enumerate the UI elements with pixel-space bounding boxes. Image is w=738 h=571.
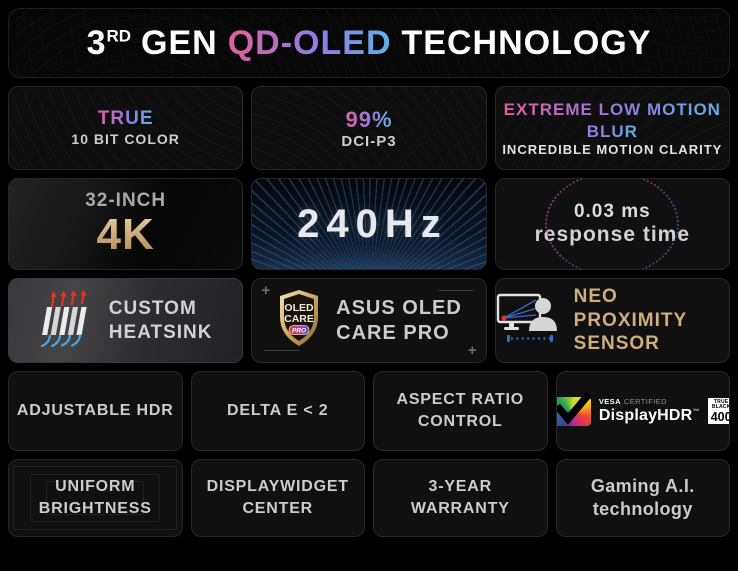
- motion-clarity-label: INCREDIBLE MOTION CLARITY: [502, 141, 723, 157]
- vesa-displayhdr-logo: VESA CERTIFIED DisplayHDR™ TRUE BLACK 400: [556, 391, 730, 426]
- heatsink-label: CUSTOM HEATSINK: [108, 297, 213, 343]
- vesa-label: VESA: [598, 397, 621, 406]
- tile-asus-oled-care-pro: + + OLED CARE: [251, 278, 487, 363]
- feature-row-extras: UNIFORM BRIGHTNESS DISPLAYWIDGET CENTER …: [8, 459, 730, 537]
- dci-coverage-value: 99%: [345, 106, 393, 132]
- svg-text:OLED: OLED: [285, 302, 315, 314]
- dotted-circle-decoration: [545, 179, 680, 269]
- oled-care-label: ASUS OLED CARE PRO: [336, 296, 462, 344]
- nested-rectangle-decoration: [30, 474, 161, 522]
- motion-blur-line1: EXTREME LOW MOTION: [503, 100, 721, 120]
- page-title: 3RD GEN QD-OLED TECHNOLOGY: [87, 24, 652, 63]
- tile-3-year-warranty: 3-YEAR WARRANTY: [373, 459, 548, 537]
- feature-row-display: 32-INCH 4K 240Hz 0.03 ms response time: [8, 178, 730, 270]
- vesa-rainbow-check-icon: [556, 391, 592, 426]
- tile-motion-blur: EXTREME LOW MOTION BLUR INCREDIBLE MOTIO…: [494, 86, 730, 170]
- motion-blur-line2: BLUR: [586, 121, 638, 141]
- aspect-ratio-line2: CONTROL: [417, 413, 503, 430]
- feature-row-care: CUSTOM HEATSINK + +: [8, 278, 730, 363]
- dci-p3-label: DCI-P3: [341, 132, 397, 150]
- tile-dci-p3: 99% DCI-P3: [251, 86, 487, 170]
- title-ordinal: RD: [106, 26, 132, 46]
- proximity-sensor-label: NEO PROXIMITY SENSOR: [573, 285, 688, 355]
- ten-bit-color-label: 10 BIT COLOR: [71, 131, 180, 148]
- tile-displaywidget-center: DISPLAYWIDGET CENTER: [190, 459, 365, 537]
- svg-text:CARE: CARE: [284, 313, 314, 325]
- title-word-gen: GEN: [141, 23, 218, 62]
- feature-row-calibration: ADJUSTABLE HDR DELTA E < 2 ASPECT RATIO …: [8, 371, 730, 451]
- frame-line: [437, 290, 474, 291]
- displaywidget-line2: CENTER: [242, 500, 314, 517]
- tile-custom-heatsink: CUSTOM HEATSINK: [8, 278, 244, 363]
- tile-32-inch-4k: 32-INCH 4K: [8, 178, 244, 270]
- frame-line: [264, 350, 301, 351]
- uniform-brightness-line2: BRIGHTNESS: [38, 500, 152, 517]
- title-banner: 3RD GEN QD-OLED TECHNOLOGY: [8, 8, 730, 78]
- adjustable-hdr-label: ADJUSTABLE HDR: [16, 402, 174, 420]
- uniform-brightness-line1: UNIFORM: [55, 478, 136, 496]
- plus-icon: +: [467, 342, 477, 359]
- gaming-ai-line2: technology: [592, 499, 693, 519]
- tile-response-time: 0.03 ms response time: [494, 178, 730, 270]
- size-label: 32-INCH: [85, 189, 167, 211]
- tile-240hz: 240Hz: [251, 178, 487, 270]
- refresh-rate-value: 240Hz: [297, 201, 448, 246]
- warranty-line1: 3-YEAR: [428, 478, 492, 496]
- gaming-ai-line1: Gaming A.I.: [590, 475, 695, 496]
- tile-true-10bit-color: TRUE 10 BIT COLOR: [8, 86, 244, 170]
- aspect-ratio-line1: ASPECT RATIO: [396, 391, 525, 409]
- nested-rectangle-decoration: [46, 481, 145, 515]
- true-label: TRUE: [97, 107, 154, 129]
- resolution-label: 4K: [96, 209, 155, 259]
- title-gen-number: 3: [86, 23, 107, 62]
- plus-icon: +: [261, 282, 271, 299]
- tile-uniform-brightness: UNIFORM BRIGHTNESS: [8, 459, 183, 537]
- vesa-logo-text: VESA CERTIFIED DisplayHDR™: [599, 397, 700, 425]
- trademark-symbol: ™: [692, 408, 700, 416]
- title-qd-oled: QD-OLED: [227, 23, 392, 62]
- tile-delta-e: DELTA E < 2: [190, 371, 365, 451]
- svg-text:PRO: PRO: [292, 328, 306, 335]
- nested-rectangle-decoration: [13, 466, 178, 530]
- feature-row-color: TRUE 10 BIT COLOR 99% DCI-P3 EXTREME LOW…: [8, 86, 730, 170]
- displaywidget-line1: DISPLAYWIDGET: [206, 478, 349, 496]
- tile-aspect-ratio-control: ASPECT RATIO CONTROL: [373, 371, 548, 451]
- oled-care-pro-badge-icon: OLED CARE PRO: [276, 289, 322, 352]
- tile-gaming-ai: Gaming A.I. technology: [555, 459, 730, 537]
- certified-label: CERTIFIED: [623, 397, 667, 406]
- tile-adjustable-hdr: ADJUSTABLE HDR: [8, 371, 183, 451]
- warranty-line2: WARRANTY: [410, 500, 510, 517]
- delta-e-label: DELTA E < 2: [227, 402, 329, 420]
- title-word-technology: TECHNOLOGY: [401, 23, 652, 62]
- true-black-400-badge: TRUE BLACK 400: [707, 397, 730, 425]
- heatsink-icon: [39, 289, 95, 352]
- tile-vesa-displayhdr-400: VESA CERTIFIED DisplayHDR™ TRUE BLACK 400: [555, 371, 730, 451]
- displayhdr-label: DisplayHDR: [598, 407, 693, 424]
- proximity-sensor-icon: [496, 291, 560, 350]
- tile-neo-proximity-sensor: NEO PROXIMITY SENSOR: [494, 278, 730, 363]
